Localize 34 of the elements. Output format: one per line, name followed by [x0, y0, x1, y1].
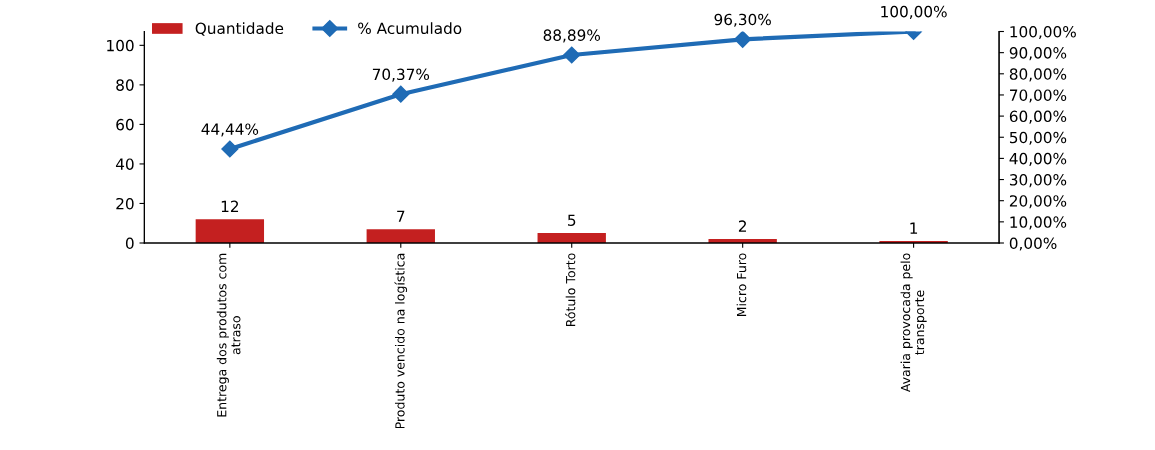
- data-label: 96,30%: [714, 13, 771, 27]
- y2-tick-label: 90,00%: [1009, 47, 1067, 61]
- y2-tick-label: 70,00%: [1010, 89, 1067, 103]
- y2-tick-label: 60,00%: [1009, 110, 1067, 124]
- data-label: 44,44%: [201, 123, 259, 137]
- y-tick-label: 80: [116, 79, 134, 91]
- legend-label: % Acumulado: [358, 22, 462, 35]
- x-tick-label: Produto vencido na logística: [394, 253, 408, 429]
- y-tick-label: 20: [116, 197, 134, 210]
- data-label: 1: [910, 222, 918, 234]
- x-tick-label: Avaria provocada pelo transporte: [900, 253, 927, 393]
- y2-tick-label: 10,00%: [1010, 216, 1067, 230]
- y-tick-label: 60: [116, 118, 134, 131]
- data-label: 2: [738, 220, 746, 232]
- data-label: 70,37%: [372, 68, 430, 82]
- y2-tick-label: 20,00%: [1009, 195, 1067, 209]
- y2-tick-label: 100,00%: [1010, 25, 1076, 40]
- y-tick-label: 0: [125, 237, 134, 250]
- x-tick-label: Micro Furo: [736, 253, 747, 317]
- y2-tick-label: 0,00%: [1009, 237, 1057, 251]
- legend-label: Quantidade: [195, 22, 284, 36]
- data-label: 100,00%: [881, 5, 947, 19]
- data-label: 5: [568, 214, 576, 226]
- y2-tick-label: 80,00%: [1009, 68, 1067, 82]
- y2-tick-label: 40,00%: [1009, 152, 1067, 166]
- x-tick-label: Entrega dos produtos com atraso: [216, 253, 241, 417]
- data-label: 88,89%: [543, 29, 601, 43]
- data-label: 12: [221, 200, 239, 212]
- y2-tick-label: 50,00%: [1009, 131, 1067, 145]
- y2-tick-label: 30,00%: [1009, 174, 1067, 188]
- y-tick-label: 100: [107, 39, 134, 52]
- y-tick-label: 40: [115, 158, 134, 170]
- x-tick-label: Rótulo Torto: [565, 253, 576, 327]
- data-label: 7: [397, 210, 405, 222]
